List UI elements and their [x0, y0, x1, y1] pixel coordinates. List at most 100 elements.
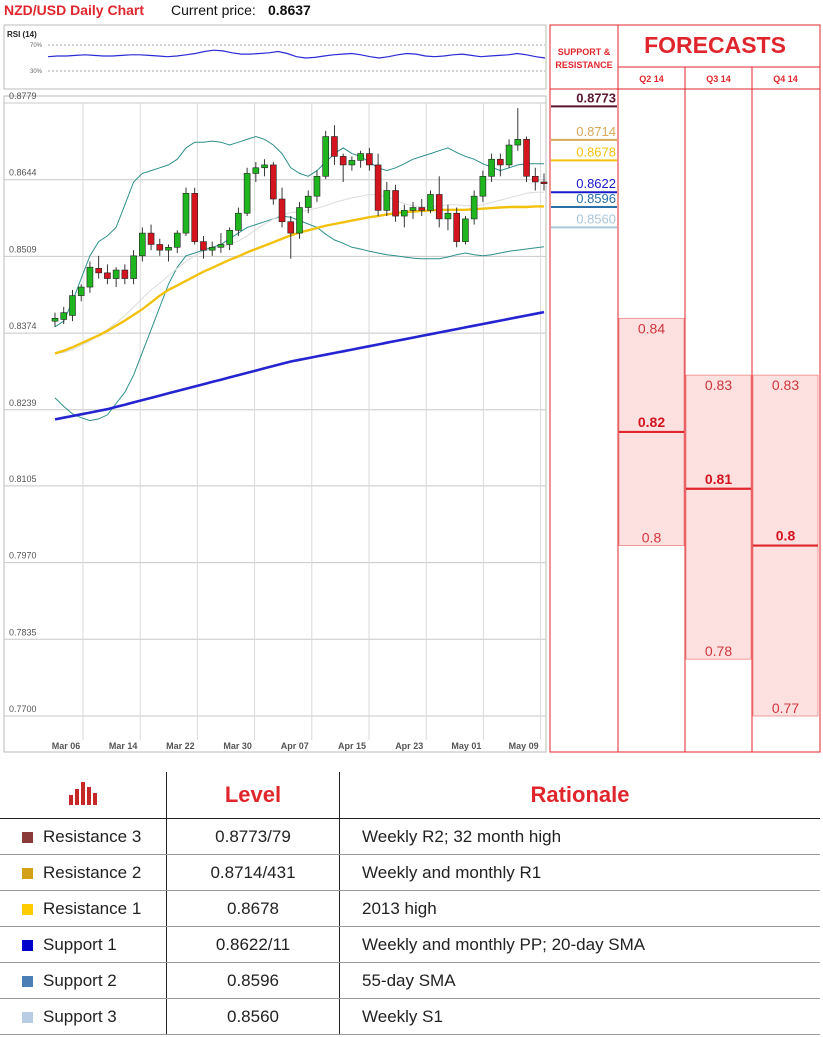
candle-down	[497, 158, 504, 166]
sr-level-label: 0.8560	[576, 211, 616, 226]
row-rationale: Weekly and monthly R1	[339, 854, 820, 891]
row-name: Resistance 2	[43, 862, 142, 882]
candle-down	[531, 175, 539, 183]
candle-up	[322, 136, 329, 177]
candle-up	[243, 173, 251, 214]
candle-down	[191, 193, 199, 242]
row-level: 0.8622/11	[166, 926, 340, 963]
sr-level-label: 0.8622	[576, 176, 616, 191]
sr-level-label: 0.8678	[576, 144, 616, 159]
price-value: 0.8637	[268, 2, 311, 18]
bar-chart-icon	[69, 781, 97, 805]
candle-up	[296, 207, 303, 234]
sr-title-2: RESISTANCE	[555, 60, 612, 70]
x-tick-label: Mar 22	[166, 741, 195, 751]
candle-down	[392, 190, 399, 217]
candle-up	[182, 193, 190, 234]
table-row: Resistance 2 0.8714/431 Weekly and month…	[0, 854, 820, 891]
candle-up	[252, 167, 260, 174]
y-tick-label: 0.8105	[9, 474, 37, 484]
row-level: 0.8560	[166, 998, 340, 1035]
candle-down	[278, 198, 286, 223]
forecast-high-label: 0.83	[772, 377, 799, 393]
candle-up	[208, 247, 216, 251]
price-plot-frame	[3, 95, 547, 753]
row-name: Support 3	[43, 1006, 117, 1026]
forecast-high-label: 0.84	[638, 320, 665, 336]
candle-down	[418, 207, 426, 211]
candle-up	[235, 212, 242, 231]
x-tick-label: Apr 15	[338, 741, 366, 751]
x-tick-label: Mar 06	[52, 741, 81, 751]
forecast-high-label: 0.83	[705, 377, 732, 393]
x-tick-label: Apr 07	[281, 741, 309, 751]
row-level: 0.8773/79	[166, 818, 340, 855]
row-rationale: Weekly S1	[339, 998, 820, 1035]
candle-up	[51, 318, 59, 322]
table-header-rationale: Rationale	[339, 772, 820, 819]
candle-down	[366, 153, 373, 166]
row-name: Resistance 3	[43, 826, 142, 846]
rsi-panel	[3, 24, 547, 90]
forecast-range-box	[685, 374, 752, 660]
table-row: Resistance 3 0.8773/79 Weekly R2; 32 mon…	[0, 818, 820, 855]
table-header-row: Level Rationale	[0, 772, 820, 819]
candle-up	[462, 218, 469, 242]
row-level: 0.8678	[166, 890, 340, 927]
table-row: Support 2 0.8596 55-day SMA	[0, 962, 820, 999]
sr-title-1: SUPPORT &	[558, 47, 611, 57]
candle-up	[400, 210, 408, 217]
x-tick-label: Apr 23	[395, 741, 423, 751]
row-color-swatch	[22, 867, 33, 879]
sr-level-label: 0.8714	[576, 124, 616, 139]
row-name: Resistance 1	[43, 898, 142, 918]
table-row: Resistance 1 0.8678 2013 high	[0, 890, 820, 927]
x-tick-label: Mar 30	[223, 741, 252, 751]
candle-up	[69, 295, 76, 316]
x-axis-ticks: Mar 06 Mar 14 Mar 22 Mar 30 Apr 07 Apr 15 Apr …	[52, 741, 539, 751]
candle-down	[374, 164, 382, 211]
table-header-level: Level	[166, 772, 340, 819]
candle-up	[488, 158, 495, 177]
forecast-column-header: Q4 14	[773, 74, 798, 84]
row-color-swatch	[22, 831, 33, 843]
candle-up	[348, 160, 356, 166]
grid-layer	[4, 102, 546, 740]
sma-200-line	[54, 310, 545, 421]
candles	[51, 108, 548, 327]
candle-down	[540, 181, 548, 184]
row-level: 0.8596	[166, 962, 340, 999]
candle-up	[470, 195, 478, 220]
y-tick-label: 0.7835	[9, 627, 37, 637]
row-color-swatch	[22, 903, 33, 915]
bollinger-upper-line	[54, 135, 544, 328]
x-tick-label: May 09	[509, 741, 539, 751]
table-header-icon-cell	[0, 772, 167, 819]
candle-up	[505, 144, 513, 166]
candle-up	[226, 229, 233, 245]
candle-up	[173, 232, 181, 248]
candle-up	[165, 247, 172, 251]
candle-up	[313, 175, 321, 197]
x-tick-label: May 01	[451, 741, 481, 751]
candle-up	[139, 232, 146, 257]
candle-down	[147, 232, 155, 245]
candle-up	[112, 269, 120, 279]
candle-up	[479, 175, 487, 197]
forecast-mid-label: 0.81	[705, 471, 732, 487]
row-level: 0.8714/431	[166, 854, 340, 891]
candle-down	[200, 241, 207, 251]
y-tick-label: 0.7970	[9, 551, 37, 561]
rsi-level-low: 30%	[30, 69, 43, 75]
levels-table: Level Rationale Resistance 3 0.8773/79 W…	[0, 772, 820, 1035]
chart-title: NZD/USD Daily Chart	[4, 2, 144, 18]
candle-down	[95, 268, 102, 274]
candle-down	[523, 139, 530, 177]
candle-up	[261, 164, 268, 169]
table-row: Support 1 0.8622/11 Weekly and monthly P…	[0, 926, 820, 963]
price-label: Current price:	[171, 2, 256, 18]
rsi-line	[47, 49, 546, 59]
candle-up	[77, 286, 85, 296]
forecast-low-label: 0.78	[705, 643, 732, 659]
